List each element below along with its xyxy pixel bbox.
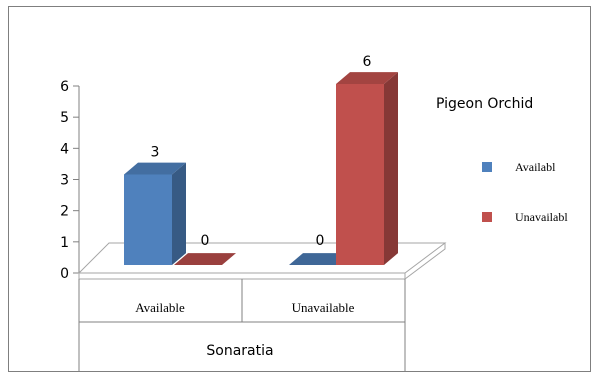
y-tick-label: 5 <box>60 110 69 126</box>
bar-side <box>384 72 398 265</box>
bar <box>124 162 186 265</box>
y-tick-label: 1 <box>60 235 69 251</box>
bar <box>174 253 236 265</box>
labels: Available Unavailable 3 0 0 6 <box>135 54 371 315</box>
legend-label: Unavailabl <box>515 210 568 224</box>
bar-front <box>336 84 384 265</box>
floor-edge <box>404 243 446 280</box>
y-tick-label: 3 <box>60 173 69 189</box>
legend: Availabl Unavailabl <box>482 160 568 224</box>
chart-frame <box>8 6 591 372</box>
y-tick-label: 4 <box>60 141 69 157</box>
bar-flat <box>174 253 236 265</box>
axes: 0 1 2 3 4 5 6 <box>60 79 447 371</box>
bar-side <box>172 162 186 265</box>
group-axis-label: Sonaratia <box>206 343 273 359</box>
bar-front <box>124 174 172 265</box>
category-label: Unavailable <box>292 300 355 315</box>
data-label: 0 <box>316 233 325 249</box>
bar-flat <box>289 253 351 265</box>
bar <box>336 72 398 265</box>
y-tick-label: 0 <box>60 266 69 282</box>
y-tick-label: 2 <box>60 204 69 220</box>
category-label: Available <box>135 300 185 315</box>
data-label: 0 <box>201 233 210 249</box>
chart-title: Pigeon Orchid <box>436 96 533 112</box>
data-label: 6 <box>363 54 372 70</box>
legend-swatch <box>482 212 492 222</box>
legend-swatch <box>482 162 492 172</box>
data-label: 3 <box>151 145 160 161</box>
legend-label: Availabl <box>515 160 556 174</box>
bar-top <box>124 162 186 175</box>
bars <box>124 72 398 265</box>
bar <box>289 253 351 265</box>
bar-top <box>336 72 398 84</box>
y-tick-label: 6 <box>60 79 69 95</box>
